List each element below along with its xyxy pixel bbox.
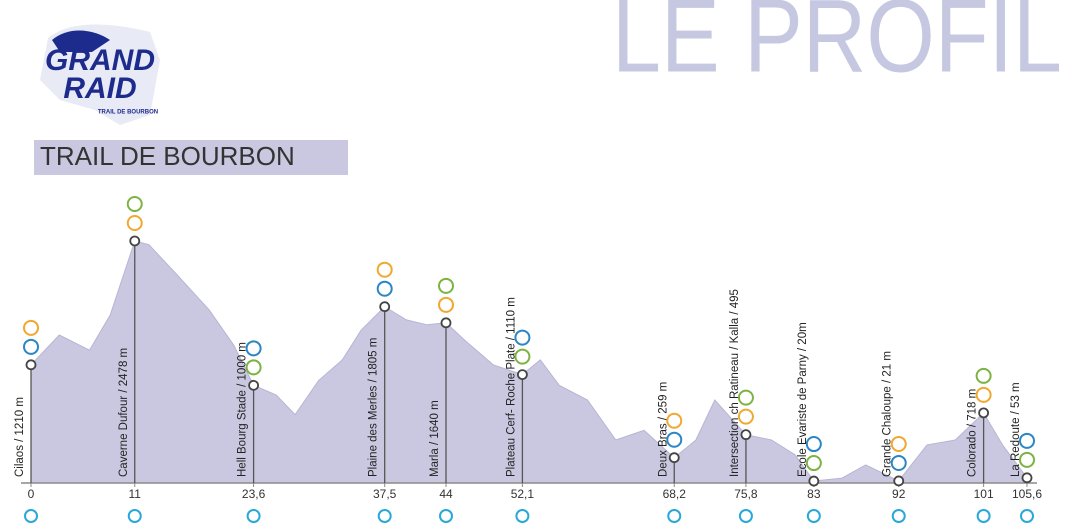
checkpoint xyxy=(129,235,141,247)
timer-icon xyxy=(515,509,530,523)
timer-icon xyxy=(667,509,682,523)
service-icon xyxy=(23,319,39,336)
checkpoint-label: Ecole Evariste de Parny / 20m xyxy=(797,322,809,477)
logo-island xyxy=(52,30,110,52)
service-icon xyxy=(805,436,822,453)
logo-line2: RAID xyxy=(63,72,136,105)
service-icon xyxy=(438,277,454,294)
x-tick-label: 75,8 xyxy=(734,487,758,501)
checkpoint xyxy=(1021,472,1033,484)
x-tick-label: 37,5 xyxy=(373,487,397,501)
service-icon xyxy=(1019,432,1035,449)
service-icon xyxy=(1019,451,1035,468)
x-tick-label: 83 xyxy=(807,487,821,501)
timer-icon xyxy=(738,509,753,523)
plot: 0 11 23,6 37,5 44 52,1 68,2 75,8 83 92 101 105,6 Cil… xyxy=(14,195,1042,523)
checkpoint-label: Caverne Dufour / 2478 m xyxy=(118,348,130,477)
subtitle-box xyxy=(34,140,348,175)
checkpoint xyxy=(740,429,752,441)
service-icon xyxy=(737,389,754,406)
x-tick-label: 101 xyxy=(974,487,994,501)
checkpoint xyxy=(379,301,391,313)
logo-line1: GRAND xyxy=(45,44,155,77)
logo-subtitle: TRAIL DE BOURBON xyxy=(98,110,158,116)
timer-icon xyxy=(377,509,392,523)
checkpoint xyxy=(978,407,990,419)
service-icon xyxy=(245,340,262,357)
service-icon xyxy=(737,408,754,425)
checkpoint xyxy=(668,452,680,464)
service-icon xyxy=(438,296,454,313)
checkpoint xyxy=(248,379,259,391)
service-icon xyxy=(975,367,992,384)
checkpoint xyxy=(25,359,37,371)
checkpoint xyxy=(440,317,452,329)
logo: GRAND RAID TRAIL DE BOURBON xyxy=(40,24,160,125)
timer-icon xyxy=(246,509,261,523)
checkpoint-label: Cilaos / 1210 m xyxy=(14,397,26,477)
service-icon xyxy=(514,348,531,365)
checkpoint-label: Deux Bras / 259 m xyxy=(657,382,669,477)
service-icon xyxy=(126,214,143,231)
checkpoint-label: Colorado / 718 m xyxy=(967,389,979,477)
service-icon xyxy=(376,261,393,278)
checkpoint-label: Marla / 1640 m xyxy=(429,400,441,477)
checkpoint xyxy=(808,475,820,487)
x-tick-label: 68,2 xyxy=(663,487,687,501)
service-icon xyxy=(126,195,143,212)
checkpoint-label: Hell Bourg Stade / 1000 m xyxy=(237,342,249,477)
service-icon xyxy=(245,359,262,376)
timer-icon xyxy=(127,509,142,523)
service-icon xyxy=(890,435,907,452)
chart-subtitle: TRAIL DE BOURBON xyxy=(40,141,295,171)
service-icon xyxy=(805,455,822,472)
checkpoint xyxy=(516,369,528,380)
checkpoint xyxy=(893,475,905,487)
x-tick-label: 0 xyxy=(28,487,35,501)
checkpoint-label: Plateau Cerf- Roche Plate / 1110 m xyxy=(505,297,517,477)
elevation-area xyxy=(30,240,1028,484)
service-icon xyxy=(23,338,39,355)
service-icon xyxy=(666,412,683,429)
timer-icon xyxy=(439,509,453,523)
x-tick-label: 105,6 xyxy=(1012,487,1042,501)
timer-icon xyxy=(806,509,821,523)
checkpoint-label: La Redoute / 53 m xyxy=(1010,382,1022,477)
x-tick-label: 11 xyxy=(129,487,142,501)
timer-icon xyxy=(976,509,991,523)
x-tick-label: 52,1 xyxy=(511,487,535,501)
service-icon xyxy=(376,280,393,297)
x-tick-label: 23,6 xyxy=(242,487,266,501)
x-tick-label: 92 xyxy=(892,487,906,501)
checkpoint-label: Grande Chaloupe / 21 m xyxy=(882,351,894,477)
chart-title: LE PROFIL xyxy=(612,0,1062,94)
checkpoint-label: Intersection ch Ratineau / Kalla / 495 xyxy=(729,289,741,477)
service-icon xyxy=(890,454,907,471)
timer-icon xyxy=(24,509,38,523)
timer-icon xyxy=(1020,509,1034,523)
service-icon xyxy=(666,431,683,448)
timer-icon xyxy=(891,509,906,523)
x-tick-label: 44 xyxy=(439,487,453,501)
service-icon xyxy=(975,386,992,403)
checkpoint-label: Plaine des Merles / 1805 m xyxy=(368,338,380,477)
service-icon xyxy=(514,329,531,346)
